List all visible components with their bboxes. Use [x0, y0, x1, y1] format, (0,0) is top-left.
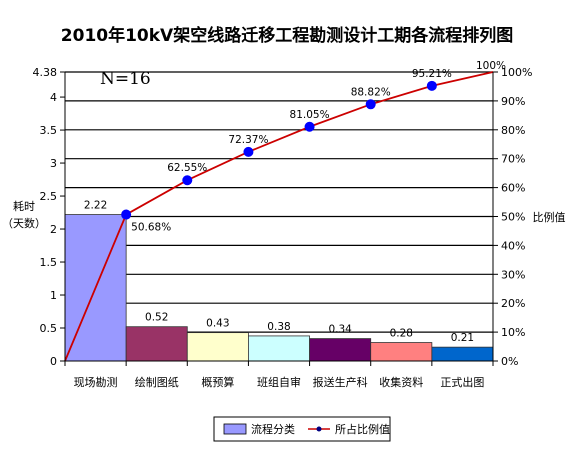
line-data-label: 95.21%: [412, 68, 452, 80]
right-tick-label: 0%: [501, 355, 518, 368]
cumulative-line: 50.68% 62.55% 72.37% 81.05% 88.82% 95.21% 100%: [64, 60, 506, 362]
bar: [186, 332, 249, 362]
chart-title: 2010年10kV架空线路迁移工程勘测设计工期各流程排列图: [61, 25, 513, 46]
right-tick-labels: 0% 10% 20% 30% 40% 50% 60% 70% 80% 90% 100%: [501, 66, 532, 368]
bar: [431, 346, 494, 362]
bar-data-label: 2.22: [84, 200, 107, 212]
right-tick-label: 80%: [501, 124, 525, 137]
right-axis-label: 比例值: [533, 210, 566, 224]
bar-data-labels: 2.22 0.52 0.43 0.38 0.34 0.28 0.21: [84, 200, 474, 345]
left-tick-label: 3.5: [40, 124, 58, 137]
line-marker: [426, 80, 437, 91]
right-tick-label: 100%: [501, 66, 532, 79]
left-tick-label: 4.38: [33, 66, 58, 79]
bar: [125, 326, 188, 362]
left-tick-label: 1: [50, 289, 57, 302]
line-marker: [182, 175, 193, 186]
left-axis-label-line-2: （天数）: [2, 217, 46, 230]
legend: 流程分类 所占比例值: [213, 416, 391, 442]
bar: [370, 342, 433, 362]
bar-data-label: 0.43: [206, 318, 229, 330]
line-data-label: 81.05%: [290, 109, 330, 121]
right-tick-label: 60%: [501, 182, 525, 195]
line-data-label: 50.68%: [131, 222, 171, 234]
bar-data-label: 0.21: [451, 332, 474, 344]
category-label: 报送生产科: [313, 375, 368, 389]
category-label: 概预算: [201, 375, 234, 389]
line-data-label: 100%: [476, 60, 506, 72]
line-marker: [121, 209, 132, 220]
category-label: 绘制图纸: [135, 375, 179, 389]
line-data-label: 62.55%: [167, 162, 207, 174]
left-tick-label: 3: [50, 157, 57, 170]
legend-line-marker: [316, 426, 322, 432]
right-tick-label: 10%: [501, 326, 525, 339]
line-marker: [365, 99, 376, 110]
right-tick-label: 40%: [501, 239, 525, 252]
category-label: 正式出图: [440, 375, 484, 389]
right-tick-label: 50%: [501, 211, 525, 224]
sample-size-annotation: N=16: [100, 69, 151, 89]
bar-data-label: 0.28: [390, 328, 413, 340]
bars: [64, 214, 494, 362]
right-tick-label: 90%: [501, 95, 525, 108]
bar-data-label: 0.34: [328, 324, 352, 336]
left-tick-label: 1.5: [40, 256, 58, 269]
line-data-label: 72.37%: [228, 134, 268, 146]
legend-bar-swatch: [223, 423, 247, 435]
legend-bar-label: 流程分类: [251, 422, 295, 436]
cumulative-line-path: [64, 71, 494, 362]
left-tick-label: 2.5: [40, 190, 58, 203]
line-marker: [304, 121, 315, 132]
category-label: 班组自审: [257, 375, 301, 389]
legend-line-label: 所占比例值: [335, 422, 390, 436]
left-tick-label: 0: [50, 355, 57, 368]
axes: [60, 71, 498, 366]
line-data-label: 88.82%: [351, 86, 391, 98]
left-tick-label: 2: [50, 223, 57, 236]
grid-lines: [65, 71, 493, 333]
left-tick-label: 0.5: [40, 322, 58, 335]
right-tick-label: 20%: [501, 297, 525, 310]
right-tick-label: 30%: [501, 268, 525, 281]
category-label: 收集资料: [379, 375, 423, 389]
right-tick-label: 70%: [501, 153, 525, 166]
line-marker: [243, 146, 254, 157]
bar: [309, 338, 372, 362]
left-tick-labels: 0 0.5 1 1.5 2 2.5 3 3.5 4 4.38: [33, 66, 58, 368]
bar-data-label: 0.38: [267, 321, 290, 333]
category-labels: 现场勘测 绘制图纸 概预算 班组自审 报送生产科 收集资料 正式出图: [74, 375, 485, 389]
left-axis-label-line-1: 耗时: [13, 200, 35, 213]
left-axis-label: 耗时 （天数）: [2, 200, 46, 230]
left-tick-label: 4: [50, 91, 57, 104]
category-label: 现场勘测: [74, 375, 118, 389]
bar-data-label: 0.52: [145, 312, 168, 324]
bar: [248, 335, 310, 362]
